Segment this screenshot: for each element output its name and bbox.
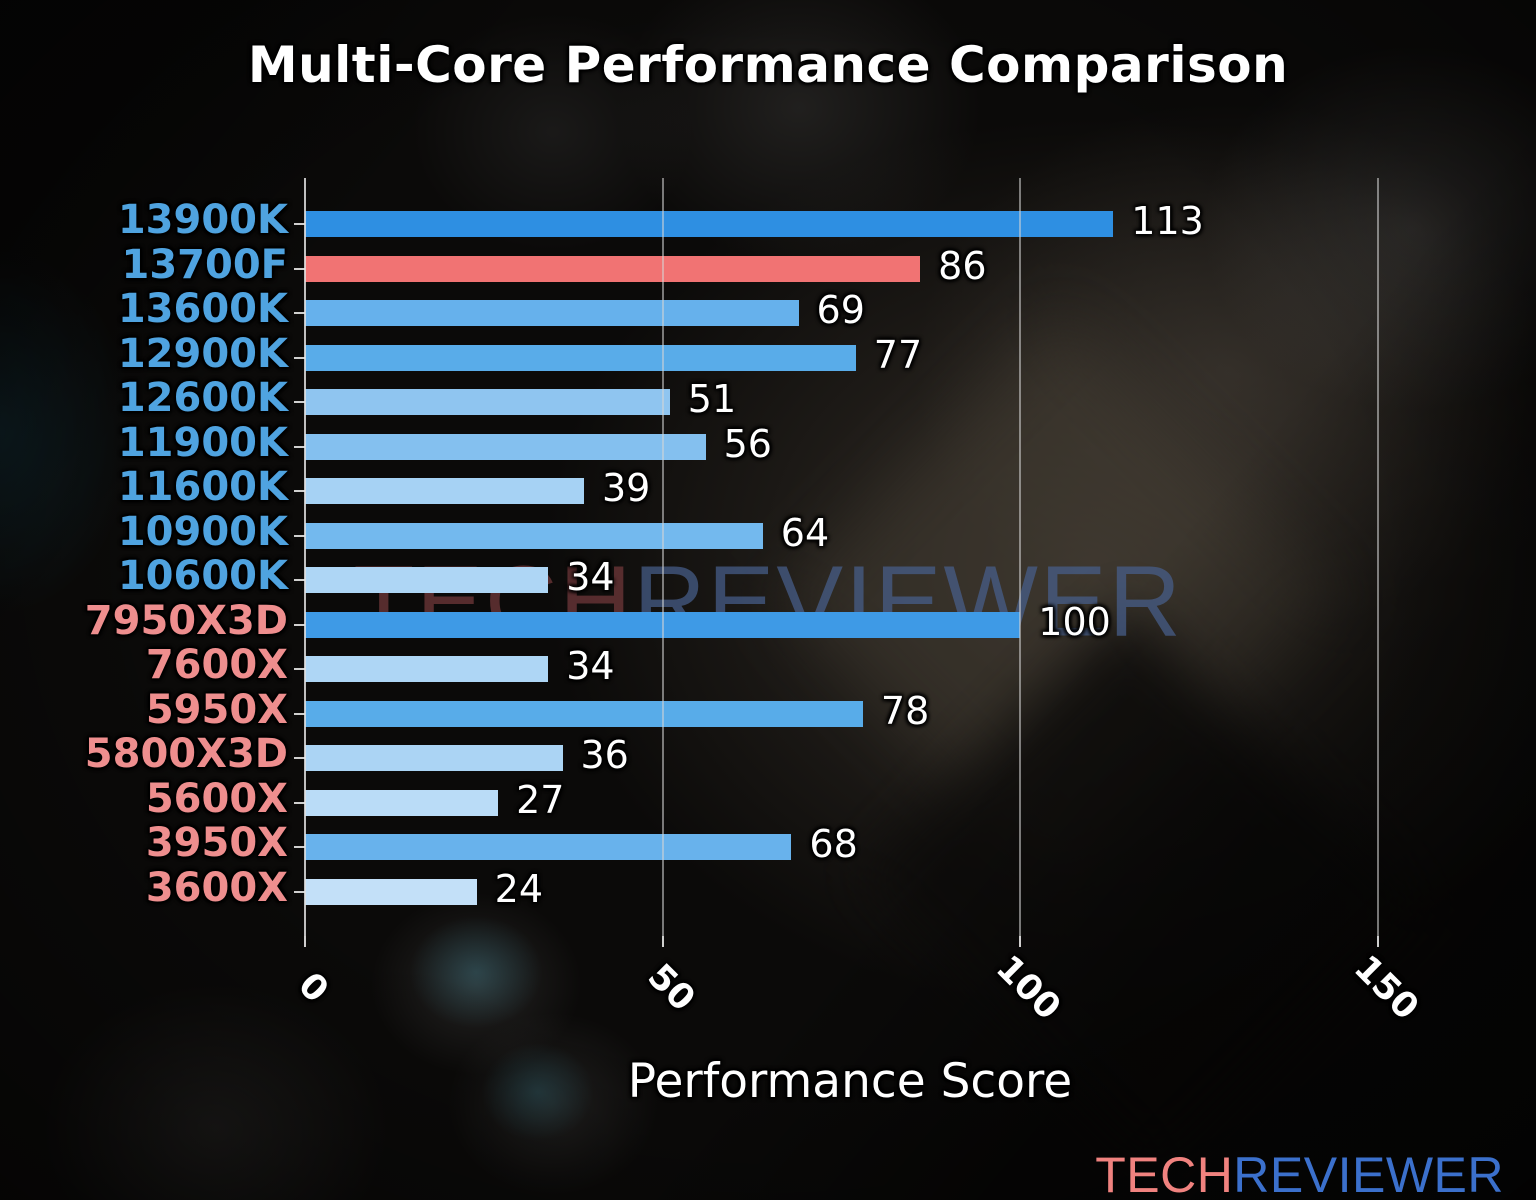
category-label-13900K: 13900K: [117, 197, 288, 244]
y-axis-tick: [294, 490, 305, 493]
y-axis-tick: [294, 579, 305, 582]
bar-11900K: [305, 433, 706, 460]
category-label-13700F: 13700F: [121, 241, 288, 288]
x-tick-label: 150: [1345, 948, 1426, 1028]
x-tick-label: 100: [988, 948, 1069, 1028]
category-label-7600X: 7600X: [145, 642, 288, 689]
y-axis-line: [304, 178, 306, 936]
y-axis-tick: [294, 801, 305, 804]
y-axis-tick: [294, 757, 305, 760]
watermark: TECHREVIEWER: [353, 545, 1183, 660]
x-axis-label: Performance Score: [627, 1054, 1073, 1109]
value-label-11900K: 56: [723, 421, 772, 466]
category-label-10600K: 10600K: [117, 553, 288, 600]
value-label-3600X: 24: [494, 866, 544, 911]
category-label-5950X: 5950X: [145, 686, 288, 733]
bar-13600K: [305, 300, 799, 327]
bar-10600K: [305, 567, 549, 594]
y-axis-tick: [294, 312, 305, 315]
x-axis-tick: [661, 936, 664, 947]
category-label-12900K: 12900K: [117, 330, 288, 377]
bar-11600K: [305, 478, 584, 505]
bar-12600K: [305, 389, 670, 416]
y-axis-tick: [294, 668, 305, 671]
chart-title: Multi-Core Performance Comparison: [247, 36, 1289, 94]
logo-reviewer: REVIEWER: [1233, 1147, 1504, 1200]
category-label-7950X3D: 7950X3D: [84, 597, 288, 644]
vertical-gridline: [661, 178, 664, 936]
y-axis-tick: [294, 223, 305, 226]
value-label-11600K: 39: [601, 466, 651, 511]
y-axis-tick: [294, 890, 305, 893]
bar-5950X: [305, 700, 863, 727]
x-tick-label: 50: [639, 956, 703, 1020]
bar-13700F: [305, 255, 921, 282]
x-tick-label: 0: [290, 965, 336, 1011]
y-axis-tick: [294, 401, 305, 404]
value-label-13900K: 113: [1131, 199, 1204, 244]
logo-tech: TECH: [1095, 1147, 1234, 1200]
y-axis-tick: [294, 356, 305, 359]
value-label-13700F: 86: [938, 243, 987, 288]
value-label-5950X: 78: [880, 688, 930, 733]
bar-3600X: [305, 878, 477, 905]
y-axis-tick: [294, 846, 305, 849]
value-label-10600K: 34: [566, 555, 615, 600]
value-label-7950X3D: 100: [1038, 599, 1111, 644]
watermark-tech: TECH: [353, 545, 634, 658]
category-label-13600K: 13600K: [117, 286, 288, 333]
y-axis-tick: [294, 712, 305, 715]
value-label-10900K: 64: [780, 510, 830, 555]
category-label-12600K: 12600K: [117, 375, 288, 422]
y-axis-tick: [294, 267, 305, 270]
y-axis-tick: [294, 445, 305, 448]
category-label-5800X3D: 5800X3D: [84, 731, 288, 778]
x-axis-tick: [1376, 936, 1379, 947]
value-label-3950X: 68: [809, 822, 858, 867]
vertical-gridline: [1019, 178, 1022, 936]
value-label-7600X: 34: [566, 644, 615, 689]
bar-10900K: [305, 522, 763, 549]
brand-logo: TECHREVIEWER: [1095, 1146, 1504, 1200]
bar-5800X3D: [305, 745, 563, 772]
value-label-12900K: 77: [873, 332, 923, 377]
bar-5600X: [305, 789, 499, 816]
value-label-12600K: 51: [687, 377, 737, 422]
value-label-5600X: 27: [516, 777, 565, 822]
vertical-gridline: [1376, 178, 1379, 936]
watermark-reviewer: REVIEWER: [633, 545, 1183, 658]
category-label-3950X: 3950X: [145, 820, 288, 867]
category-label-11600K: 11600K: [117, 464, 288, 511]
value-label-13600K: 69: [816, 288, 865, 333]
category-label-10900K: 10900K: [117, 508, 288, 555]
y-axis-tick: [294, 623, 305, 626]
category-label-5600X: 5600X: [145, 775, 288, 822]
value-label-5800X3D: 36: [580, 733, 629, 778]
bar-12900K: [305, 344, 856, 371]
bar-3950X: [305, 834, 792, 861]
bar-7600X: [305, 656, 549, 683]
category-label-11900K: 11900K: [117, 419, 288, 466]
bar-13900K: [305, 211, 1114, 238]
x-axis-tick: [1019, 936, 1022, 947]
y-axis-tick: [294, 534, 305, 537]
x-axis-tick: [304, 936, 306, 947]
category-label-3600X: 3600X: [145, 864, 288, 911]
